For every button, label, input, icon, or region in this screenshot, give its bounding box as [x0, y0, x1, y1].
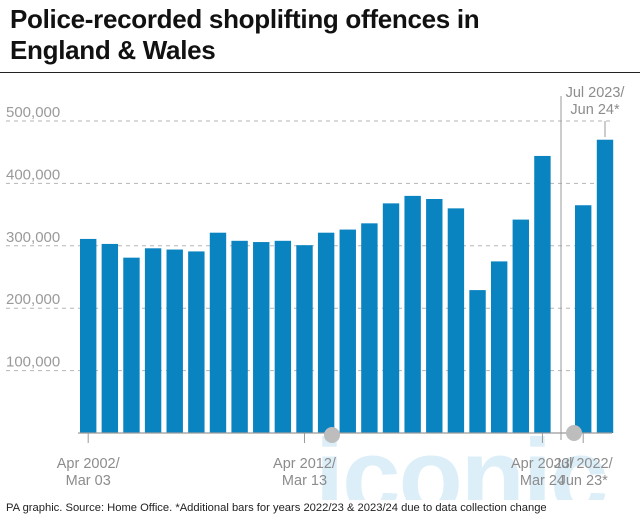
y-tick-label: 200,000: [6, 291, 60, 308]
y-tick-label: 100,000: [6, 354, 60, 371]
bar: [382, 203, 400, 433]
x-tick-label: Apr 2012/Mar 13: [273, 456, 337, 489]
bar: [447, 208, 465, 433]
y-tick-label: 400,000: [6, 166, 60, 183]
x-tick-label: Apr 2002/Mar 03: [57, 456, 121, 489]
bar: [166, 249, 183, 433]
x-tick-label: Apr 2023/Mar 24: [511, 456, 575, 489]
y-tick-label: 500,000: [6, 104, 60, 121]
bar: [512, 219, 529, 433]
bar: [296, 245, 313, 433]
y-tick-label: 300,000: [6, 229, 60, 246]
bar: [123, 257, 140, 433]
bar: [575, 205, 592, 433]
bar: [339, 229, 356, 433]
bar: [188, 251, 205, 433]
bar: [361, 223, 378, 433]
bar: [80, 238, 97, 433]
marker-dot: [566, 425, 582, 441]
bar: [144, 248, 162, 433]
bar: [426, 199, 443, 433]
bar: [534, 155, 551, 433]
annotation-label: Jul 2023/Jun 24*: [566, 85, 626, 118]
bar: [469, 290, 486, 433]
marker-dot: [324, 427, 340, 443]
bar: [274, 240, 292, 433]
x-tick-label: Jul 2022/Jun 23*: [554, 456, 614, 489]
page-title: Police-recorded shoplifting offences in …: [10, 4, 480, 65]
bar: [231, 240, 248, 433]
bar: [209, 232, 227, 433]
bar: [317, 232, 335, 433]
bar-chart: iconic 100,000200,000300,000400,000500,0…: [6, 85, 626, 500]
source-note: PA graphic. Source: Home Office. *Additi…: [6, 502, 547, 514]
bar: [101, 243, 119, 433]
bar: [490, 261, 508, 433]
title-divider: [0, 72, 640, 73]
bar: [596, 139, 614, 433]
bar: [404, 195, 421, 433]
bar: [253, 242, 270, 433]
